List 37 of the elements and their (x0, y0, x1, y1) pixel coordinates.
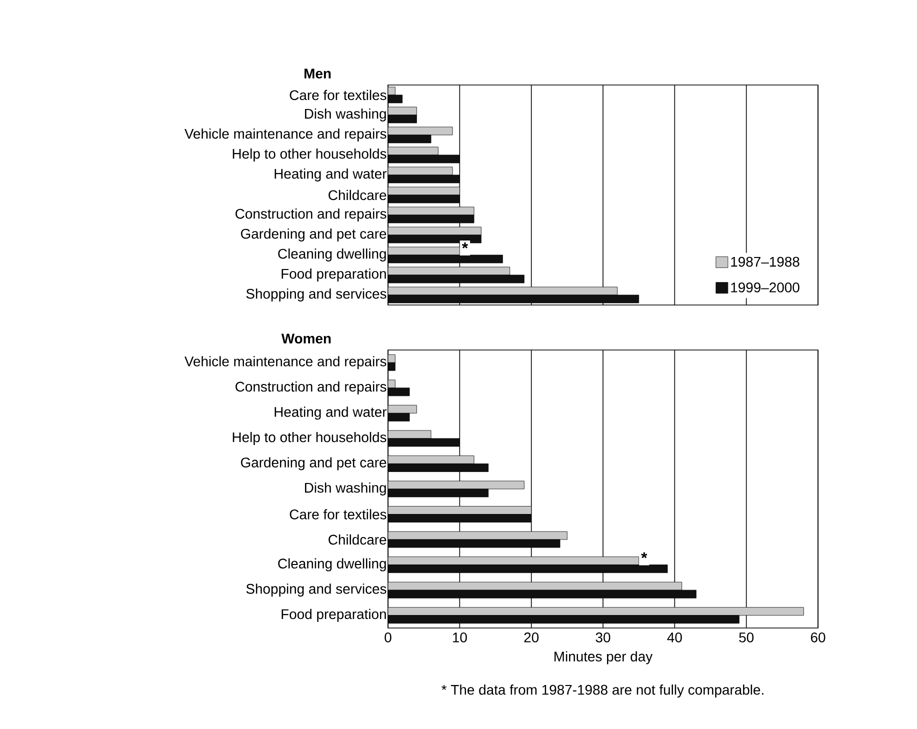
y-tick-label: Heating and water (274, 406, 387, 420)
legend-label: 1987–1988 (731, 256, 800, 267)
x-tick-label: 10 (452, 632, 467, 642)
x-tick-label: 60 (810, 632, 826, 642)
y-tick-label: Food preparation (282, 608, 386, 622)
y-tick-label: Childcare (328, 534, 386, 545)
y-tick-label: Help to other households (232, 148, 386, 162)
x-tick-label: 50 (739, 632, 754, 642)
y-tick-label: Gardening and pet care (240, 457, 386, 470)
y-tick-label: Dish washing (305, 482, 386, 496)
y-tick-label: Help to other households (232, 432, 386, 445)
x-tick-label: 0 (384, 632, 392, 642)
y-tick-label: Vehicle maintenance and repairs (184, 356, 386, 370)
y-tick-label: Food preparation (282, 268, 386, 282)
y-tick-label: Construction and repairs (236, 208, 386, 222)
y-tick-label: Cleaning dwelling (278, 248, 386, 262)
y-tick-label: Care for textiles (290, 509, 386, 520)
y-tick-label: Shopping and services (246, 288, 386, 302)
chart-title: Women (281, 334, 331, 344)
y-tick-label: Vehicle maintenance and repairs (184, 128, 386, 142)
y-tick-label: Gardening and pet care (240, 228, 386, 242)
x-tick-label: 20 (524, 632, 539, 642)
y-tick-label: Shopping and services (246, 584, 386, 597)
y-tick-label: Construction and repairs (236, 381, 386, 394)
annotation: * (641, 552, 648, 558)
legend-label: 1999–2000 (731, 282, 800, 292)
text: * The data from 1987-1988 are not fully comparable. (442, 684, 764, 698)
y-tick-label: Childcare (328, 190, 386, 200)
x-tick-label: 40 (667, 632, 682, 642)
y-tick-label: Heating and water (274, 168, 387, 182)
x-tick-label: 30 (596, 632, 610, 642)
x-axis-title: Minutes per day (554, 651, 653, 664)
y-tick-label: Cleaning dwelling (278, 558, 386, 572)
y-tick-label: Care for textiles (290, 90, 386, 100)
annotation: * (462, 242, 468, 248)
y-tick-label: Dish washing (305, 108, 386, 122)
chart-title: Men (304, 68, 331, 78)
